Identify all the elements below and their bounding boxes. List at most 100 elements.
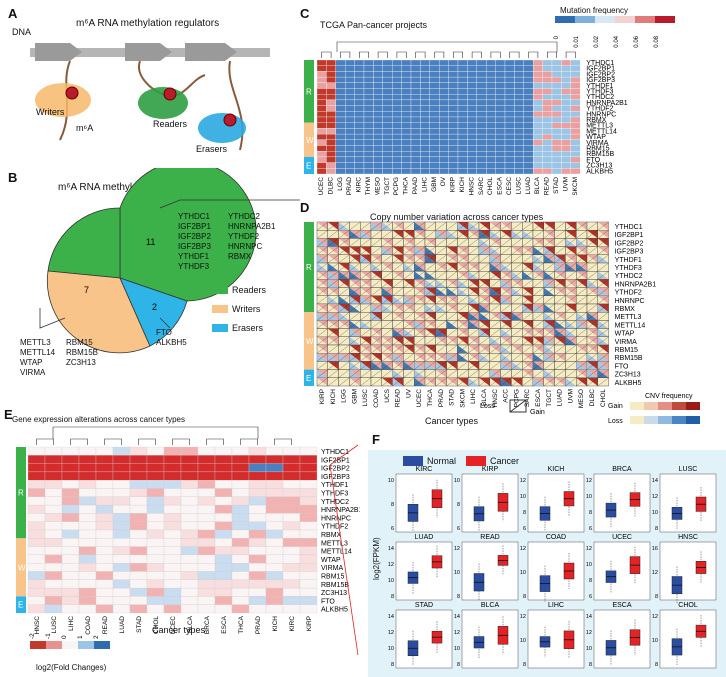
cell bbox=[316, 76, 327, 83]
cell bbox=[326, 116, 336, 123]
expr-cell bbox=[299, 513, 318, 522]
cell bbox=[514, 82, 524, 89]
dendro-branch bbox=[70, 438, 88, 445]
cnv-diag bbox=[468, 262, 480, 272]
cnv-diag bbox=[586, 230, 598, 239]
gene-label: IGF2BP2 bbox=[321, 466, 350, 473]
cell bbox=[373, 151, 383, 158]
expression-heatmap: RWEYTHDC1IGF2BP1IGF2BP2IGF2BP3YTHDF1YTHD… bbox=[16, 426, 360, 656]
expr-cell bbox=[248, 604, 267, 614]
cnv-diag bbox=[349, 361, 361, 370]
cell bbox=[561, 151, 571, 158]
expr-cell bbox=[197, 446, 216, 456]
cnv-diag bbox=[489, 287, 501, 296]
expr-cell bbox=[44, 496, 63, 506]
cell bbox=[542, 99, 553, 106]
dendro-branch bbox=[206, 438, 224, 445]
cell bbox=[486, 71, 496, 78]
dendro-branch bbox=[52, 426, 259, 439]
cell bbox=[551, 145, 562, 152]
cnv-diag bbox=[554, 303, 566, 313]
cnv-diag bbox=[327, 353, 339, 362]
gene-label: YTHDF2 bbox=[586, 106, 613, 113]
expr-cell bbox=[214, 521, 233, 531]
expr-cell bbox=[180, 463, 199, 473]
cnv-diag bbox=[597, 295, 609, 305]
expr-cell bbox=[61, 446, 80, 456]
gene-label: IGF2BP1 bbox=[586, 66, 615, 73]
cnv-diag bbox=[414, 254, 426, 264]
expr-cell bbox=[163, 504, 182, 514]
cnv-diag bbox=[435, 221, 447, 231]
cnv-diag bbox=[457, 295, 469, 305]
dendro-branch bbox=[565, 51, 576, 58]
group-bar-R bbox=[304, 222, 314, 313]
cell bbox=[495, 105, 506, 112]
cell bbox=[326, 99, 336, 106]
gene-label: METTL3 bbox=[586, 123, 613, 130]
boxplot-tick: 12 bbox=[586, 478, 592, 484]
cnv-diag bbox=[360, 221, 372, 231]
expr-cell bbox=[146, 529, 165, 539]
cell bbox=[561, 99, 571, 106]
cell bbox=[439, 65, 449, 72]
cnv-diag bbox=[338, 262, 350, 272]
cell bbox=[523, 94, 534, 101]
expr-cell bbox=[180, 604, 199, 614]
cell bbox=[486, 116, 496, 123]
gene-label: RBM15B bbox=[586, 151, 614, 158]
expr-cell bbox=[129, 446, 148, 456]
expr-cell bbox=[44, 596, 63, 605]
cnv-diag bbox=[414, 336, 426, 346]
cell bbox=[570, 145, 581, 152]
scale-tick: 0.02 bbox=[594, 35, 600, 47]
cell bbox=[533, 99, 543, 106]
cancer-label: KIRC bbox=[289, 616, 296, 632]
cell bbox=[439, 133, 449, 140]
cnv-diag bbox=[511, 303, 523, 313]
cell bbox=[420, 94, 430, 101]
mutation-heatmap: RWEYTHDC1IGF2BP1IGF2BP2IGF2BP3YTHDF1YTHD… bbox=[304, 16, 675, 195]
cnv-diag bbox=[489, 246, 501, 255]
cnv-diag bbox=[414, 353, 426, 362]
cell bbox=[533, 133, 543, 140]
gene-label: WTAP bbox=[321, 557, 341, 564]
cnv-diag bbox=[543, 230, 555, 239]
cnv-diag bbox=[316, 303, 328, 313]
scale-tick: 1 bbox=[77, 635, 84, 639]
cnv-diag bbox=[370, 353, 382, 362]
cnv-diag bbox=[565, 361, 577, 370]
cancer-label: LUSC bbox=[51, 616, 58, 634]
cell bbox=[354, 128, 365, 135]
cnv-diag bbox=[468, 344, 480, 354]
cnv-diag bbox=[435, 287, 447, 296]
cnv-diag bbox=[414, 312, 426, 321]
cnv-diag bbox=[392, 369, 404, 378]
cnv-diag bbox=[349, 271, 361, 280]
expr-cell bbox=[299, 504, 318, 514]
cell bbox=[533, 76, 543, 83]
cell bbox=[316, 156, 327, 163]
cnv-diag bbox=[338, 246, 350, 255]
cnv-diag bbox=[543, 221, 555, 231]
cnv-diag bbox=[370, 320, 382, 329]
cnv-diag bbox=[349, 246, 361, 255]
panel-d-label: D bbox=[300, 200, 310, 215]
cell bbox=[354, 76, 365, 83]
cell bbox=[316, 128, 327, 135]
cnv-diag bbox=[597, 344, 609, 354]
cnv-diag bbox=[381, 353, 393, 362]
gene-label: YTHDC1 bbox=[586, 60, 614, 67]
cell bbox=[561, 162, 571, 169]
expr-cell bbox=[129, 563, 148, 572]
cnv-diag bbox=[597, 254, 609, 264]
cnv-diag bbox=[532, 336, 544, 346]
expr-cell bbox=[231, 504, 250, 514]
cnv-diag bbox=[424, 254, 436, 264]
expr-cell bbox=[61, 496, 80, 506]
cancer-label: UV bbox=[405, 388, 412, 398]
group-label-W: W bbox=[306, 337, 314, 346]
cnv-diag bbox=[381, 287, 393, 296]
cell bbox=[382, 162, 393, 169]
cell bbox=[570, 59, 581, 66]
